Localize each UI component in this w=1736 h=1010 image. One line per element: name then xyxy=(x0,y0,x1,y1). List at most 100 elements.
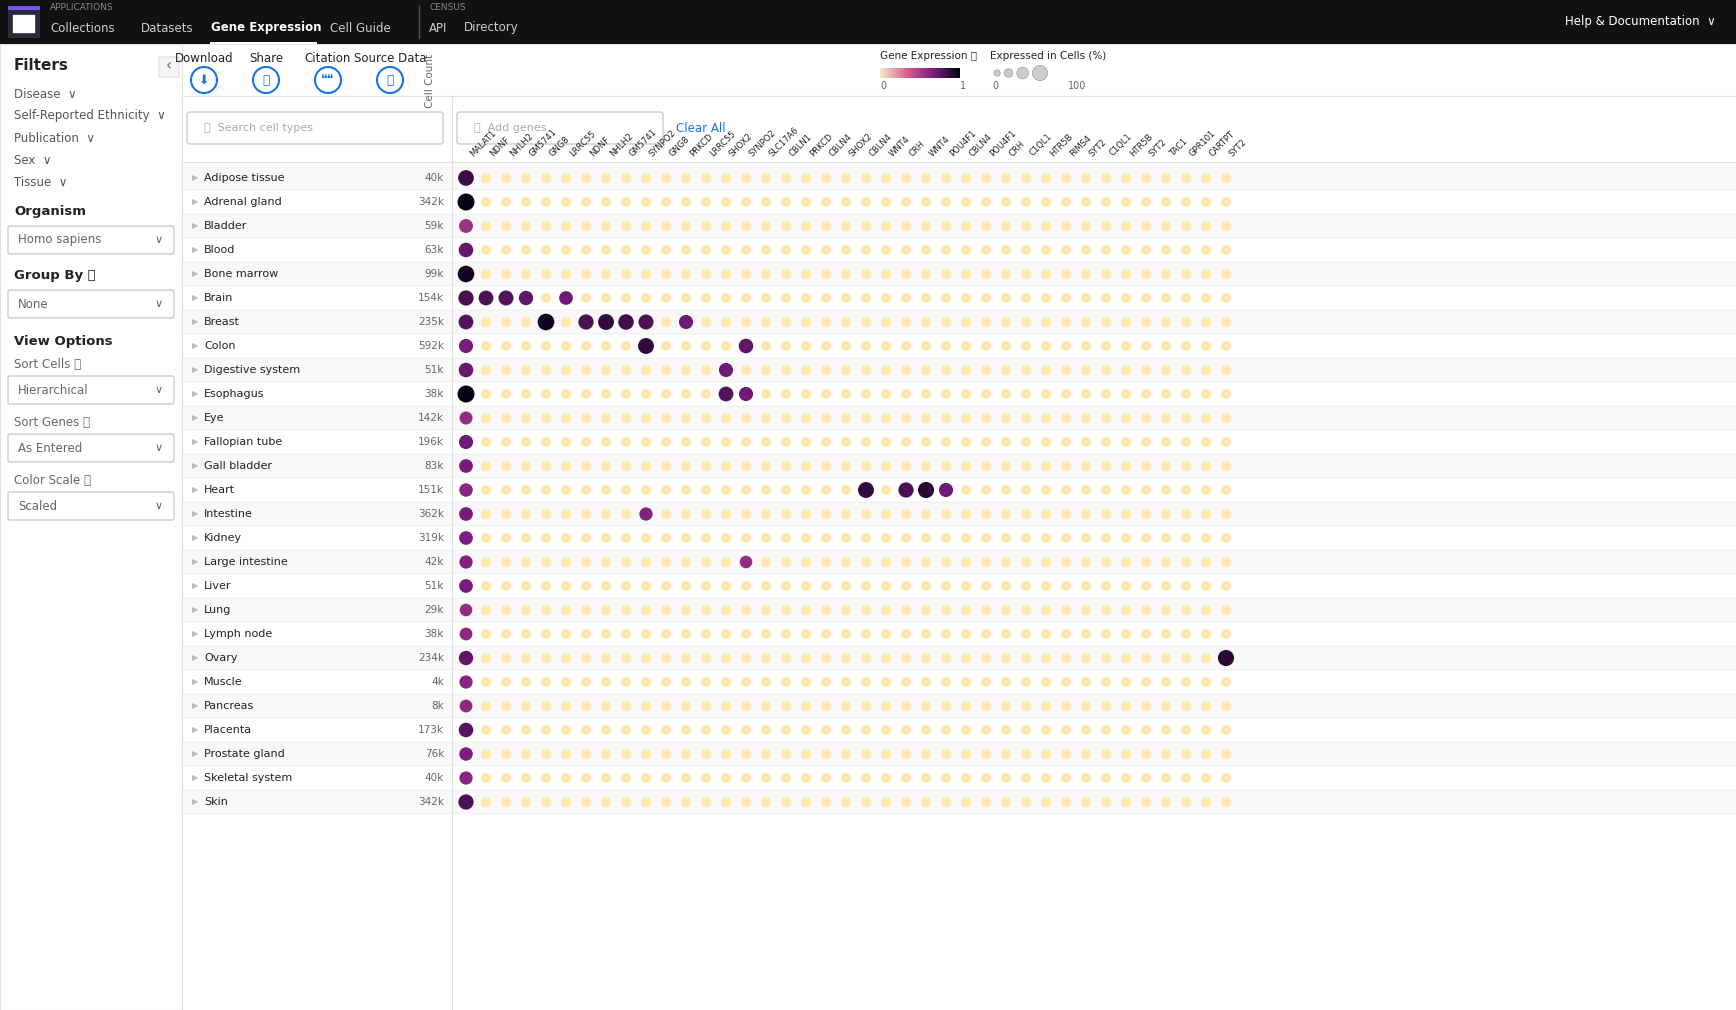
Circle shape xyxy=(1161,293,1172,303)
Circle shape xyxy=(922,293,930,303)
Circle shape xyxy=(561,557,571,567)
Text: Skin: Skin xyxy=(205,797,227,807)
FancyBboxPatch shape xyxy=(182,334,1736,358)
Circle shape xyxy=(821,485,832,495)
FancyBboxPatch shape xyxy=(182,646,1736,670)
Circle shape xyxy=(981,197,991,207)
Text: Publication  ∨: Publication ∨ xyxy=(14,131,95,144)
Circle shape xyxy=(601,533,611,543)
Circle shape xyxy=(720,389,731,399)
Circle shape xyxy=(1201,725,1212,735)
Circle shape xyxy=(741,533,752,543)
Circle shape xyxy=(880,389,891,399)
Circle shape xyxy=(561,245,571,255)
Text: ▶: ▶ xyxy=(193,678,198,687)
Circle shape xyxy=(1201,269,1212,279)
Text: Disease  ∨: Disease ∨ xyxy=(14,88,76,101)
Circle shape xyxy=(962,365,970,375)
Circle shape xyxy=(641,725,651,735)
Circle shape xyxy=(760,773,771,783)
Text: Lymph node: Lymph node xyxy=(205,629,273,639)
Circle shape xyxy=(481,221,491,231)
Circle shape xyxy=(741,245,752,255)
Circle shape xyxy=(1220,293,1231,303)
Circle shape xyxy=(821,437,832,447)
Circle shape xyxy=(661,389,672,399)
Circle shape xyxy=(941,437,951,447)
Circle shape xyxy=(462,317,470,327)
Circle shape xyxy=(800,173,811,183)
Circle shape xyxy=(962,749,970,759)
Circle shape xyxy=(601,341,611,351)
Circle shape xyxy=(821,629,832,639)
Text: CBLN4: CBLN4 xyxy=(828,132,854,158)
Text: 4k: 4k xyxy=(431,677,444,687)
Circle shape xyxy=(481,197,491,207)
Circle shape xyxy=(901,245,911,255)
Circle shape xyxy=(1082,773,1090,783)
Circle shape xyxy=(760,533,771,543)
Circle shape xyxy=(561,293,571,303)
Circle shape xyxy=(821,293,832,303)
Circle shape xyxy=(1082,485,1090,495)
Circle shape xyxy=(481,437,491,447)
Circle shape xyxy=(962,581,970,591)
Circle shape xyxy=(481,509,491,519)
Circle shape xyxy=(781,605,792,615)
Circle shape xyxy=(922,317,930,327)
Circle shape xyxy=(1141,701,1151,711)
FancyBboxPatch shape xyxy=(182,310,1736,334)
Text: ▶: ▶ xyxy=(193,582,198,591)
FancyBboxPatch shape xyxy=(182,358,1736,382)
Circle shape xyxy=(821,173,832,183)
Circle shape xyxy=(922,269,930,279)
Circle shape xyxy=(681,605,691,615)
Circle shape xyxy=(1002,485,1010,495)
FancyBboxPatch shape xyxy=(9,290,174,318)
Circle shape xyxy=(821,749,832,759)
Circle shape xyxy=(962,437,970,447)
Circle shape xyxy=(1121,725,1130,735)
Circle shape xyxy=(1201,773,1212,783)
Circle shape xyxy=(521,509,531,519)
Circle shape xyxy=(901,701,911,711)
Circle shape xyxy=(661,797,672,807)
Circle shape xyxy=(1141,365,1151,375)
Circle shape xyxy=(314,67,340,93)
Circle shape xyxy=(962,221,970,231)
Circle shape xyxy=(377,67,403,93)
Circle shape xyxy=(861,653,871,663)
Circle shape xyxy=(681,221,691,231)
Circle shape xyxy=(1021,509,1031,519)
Circle shape xyxy=(1121,437,1130,447)
Circle shape xyxy=(861,245,871,255)
Circle shape xyxy=(1161,269,1172,279)
Circle shape xyxy=(601,269,611,279)
Circle shape xyxy=(1161,581,1172,591)
Circle shape xyxy=(458,242,474,258)
Circle shape xyxy=(1220,653,1231,663)
Circle shape xyxy=(880,437,891,447)
Circle shape xyxy=(962,413,970,423)
Circle shape xyxy=(901,413,911,423)
Circle shape xyxy=(880,629,891,639)
Circle shape xyxy=(681,317,691,327)
Circle shape xyxy=(1061,269,1071,279)
Circle shape xyxy=(840,365,851,375)
Circle shape xyxy=(840,413,851,423)
Circle shape xyxy=(1141,197,1151,207)
Circle shape xyxy=(1201,557,1212,567)
Circle shape xyxy=(1121,389,1130,399)
Text: CBLN1: CBLN1 xyxy=(788,132,814,158)
Circle shape xyxy=(800,413,811,423)
Circle shape xyxy=(760,677,771,687)
Circle shape xyxy=(800,533,811,543)
Circle shape xyxy=(981,173,991,183)
Circle shape xyxy=(760,485,771,495)
Circle shape xyxy=(1141,173,1151,183)
Circle shape xyxy=(781,485,792,495)
Circle shape xyxy=(861,293,871,303)
Circle shape xyxy=(800,653,811,663)
Circle shape xyxy=(641,773,651,783)
Circle shape xyxy=(962,269,970,279)
